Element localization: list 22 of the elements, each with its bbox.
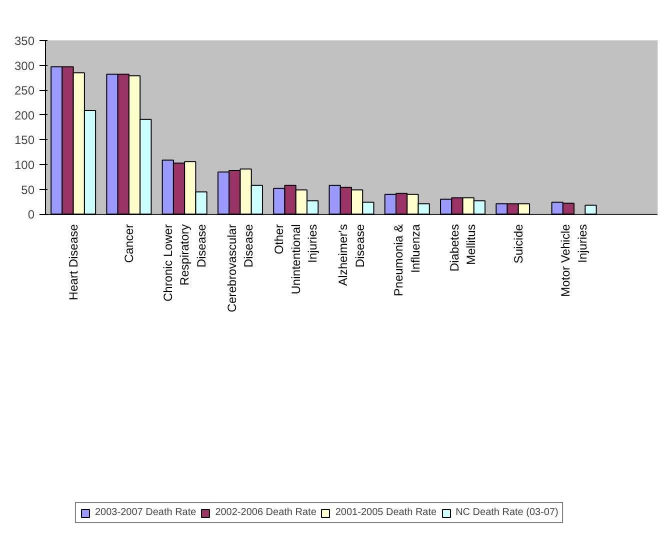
x-tick-label: Diabetes Mellitus [447,224,478,272]
y-tick-label: 0 [28,208,35,222]
legend-label: 2003-2007 Death Rate [95,507,196,518]
x-tick-label: Chronic Lower Respiratory Disease [160,224,208,302]
legend-label: NC Death Rate (03-07) [456,507,558,518]
y-tick-label: 50 [21,182,35,197]
y-tick-label: 300 [14,58,35,73]
y-tick-label: 350 [14,34,35,48]
legend-label: 2001-2005 Death Rate [335,507,437,518]
x-tick-label: Cancer [122,224,136,263]
y-tick-label: 150 [14,133,35,148]
x-tick-label: Pneumonia & Influenza [392,224,423,296]
x-tick-label: Alzheimer's Disease [336,224,367,286]
x-tick-label: Other Unintentional Injuries [272,224,320,294]
x-tick-label: Heart Disease [66,224,80,300]
y-tick-label: 100 [14,158,35,172]
y-tick-label: 250 [14,84,35,98]
y-tick-label: 200 [14,108,35,122]
x-tick-label: Suicide [511,224,526,264]
x-tick-label: Cerebrovascular Disease [224,224,256,312]
legend-label: 2002-2006 Death Rate [215,507,316,518]
x-tick-label: Motor Vehicle Injuries [558,224,590,297]
